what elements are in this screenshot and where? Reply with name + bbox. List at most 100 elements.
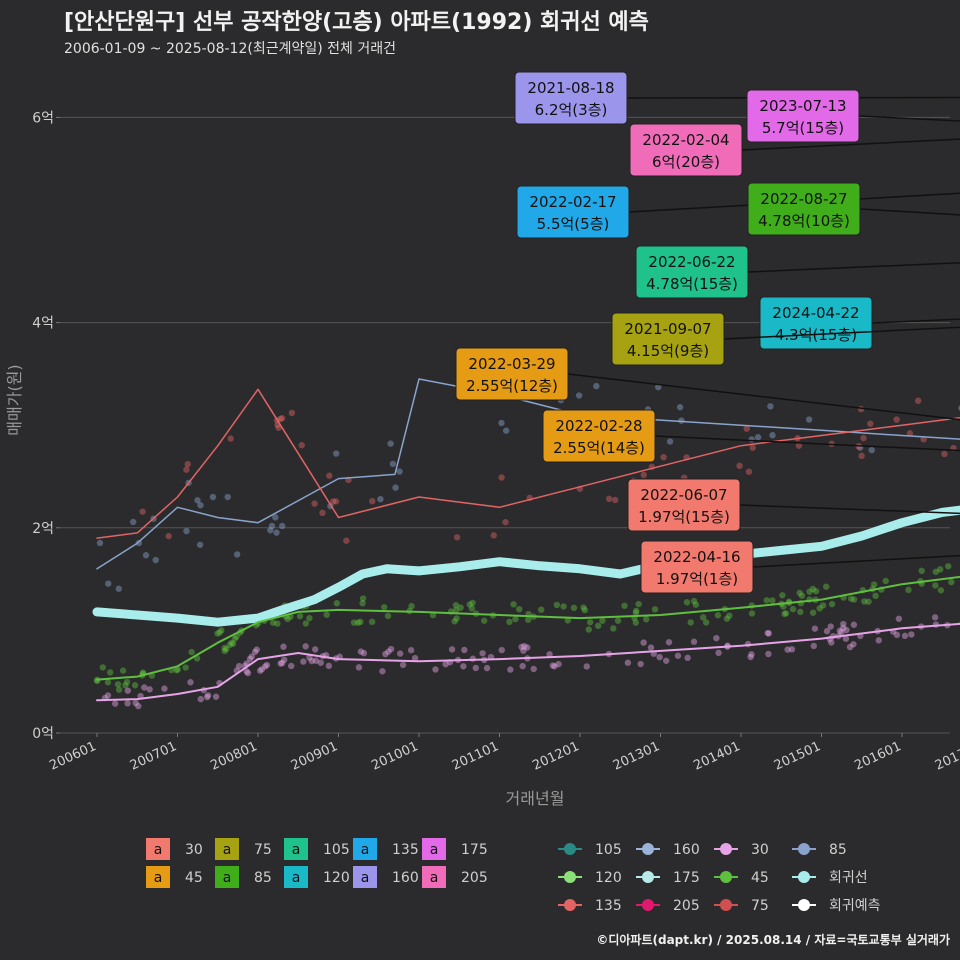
- scatter-point: [248, 653, 255, 660]
- scatter-point: [214, 630, 221, 637]
- scatter-point: [632, 619, 640, 626]
- scatter-point: [282, 613, 289, 620]
- scatter-point: [857, 632, 864, 640]
- scatter-point: [564, 617, 572, 624]
- scatter-point: [651, 606, 659, 613]
- legend-right-label: 205: [673, 898, 700, 914]
- legend-right-dot: [720, 843, 732, 855]
- scatter-point: [546, 651, 553, 658]
- scatter-point: [748, 436, 755, 443]
- scatter-point: [610, 625, 617, 632]
- scatter-point: [302, 620, 310, 627]
- annotation-price: 1.97억(15층): [638, 508, 730, 526]
- scatter-point: [809, 609, 817, 616]
- annotation-price: 4.3억(15층): [775, 326, 857, 344]
- scatter-point: [187, 679, 194, 686]
- scatter-point: [631, 429, 638, 436]
- scatter-point: [502, 518, 509, 526]
- scatter-point: [640, 471, 647, 479]
- scatter-point: [665, 639, 673, 646]
- legend-right-dot: [642, 871, 654, 883]
- scatter-point: [869, 585, 876, 593]
- legend-left-label: 120: [323, 870, 350, 886]
- scatter-point: [197, 695, 204, 703]
- scatter-point: [228, 639, 235, 647]
- scatter-point: [811, 625, 819, 632]
- legend-left-key: [284, 838, 308, 860]
- scatter-point: [203, 693, 211, 701]
- scatter-point: [521, 642, 528, 650]
- scatter-point: [453, 534, 461, 541]
- scatter-point: [226, 641, 234, 649]
- scatter-point: [466, 601, 473, 608]
- scatter-point: [782, 610, 790, 617]
- scatter-point: [850, 596, 858, 603]
- scatter-point: [306, 654, 313, 661]
- scatter-point: [369, 497, 376, 505]
- scatter-point: [243, 660, 250, 667]
- scatter-point: [360, 649, 368, 657]
- annotation-leader: [741, 138, 960, 151]
- scatter-point: [747, 653, 754, 661]
- scatter-point: [498, 474, 505, 481]
- scatter-point: [299, 603, 307, 610]
- scatter-point: [454, 656, 462, 664]
- scatter-point: [905, 586, 912, 594]
- scatter-point: [193, 655, 201, 662]
- scatter-point: [396, 650, 404, 657]
- legend-left-glyph: a: [361, 870, 370, 886]
- scatter-point: [875, 637, 882, 644]
- scatter-point: [526, 494, 533, 502]
- legend-left-key: [284, 866, 308, 888]
- scatter-point: [227, 435, 234, 442]
- scatter-point: [389, 460, 397, 468]
- scatter-point: [699, 614, 707, 621]
- scatter-point: [288, 409, 296, 417]
- scatter-point: [856, 444, 864, 451]
- scatter-point: [123, 678, 131, 686]
- scatter-point: [469, 599, 476, 607]
- scatter-point: [432, 666, 439, 673]
- legend-left-label: 85: [254, 870, 272, 886]
- annotation-date: 2024-04-22: [772, 304, 859, 322]
- scatter-point: [781, 610, 788, 618]
- scatter-point: [277, 660, 284, 667]
- y-tick-label: 4억: [32, 316, 54, 332]
- annotation-date: 2021-08-18: [527, 79, 614, 97]
- scatter-point: [468, 605, 476, 612]
- scatter-point: [812, 596, 819, 604]
- scatter-point: [644, 406, 652, 413]
- x-tick-label: 200701: [128, 739, 179, 774]
- scatter-point: [680, 474, 688, 481]
- scatter-point: [861, 598, 868, 605]
- scatter-point: [273, 417, 281, 424]
- scatter-point: [183, 527, 190, 535]
- scatter-point: [724, 643, 731, 650]
- scatter-point: [336, 653, 343, 660]
- y-tick-label: 0억: [32, 726, 54, 742]
- scatter-point: [643, 616, 650, 623]
- legend-right-label: 85: [829, 842, 847, 858]
- scatter-point: [816, 605, 823, 612]
- scatter-point: [292, 603, 299, 611]
- scatter-point: [635, 600, 642, 608]
- scatter-point: [917, 578, 924, 585]
- annotation-box: [747, 182, 861, 236]
- scatter-point: [269, 619, 277, 626]
- scatter-point: [838, 629, 845, 636]
- scatter-point: [918, 567, 925, 575]
- legend-right-dot: [642, 899, 654, 911]
- scatter-point: [594, 622, 602, 629]
- legend-left-label: 205: [461, 870, 488, 886]
- scatter-point: [281, 656, 288, 663]
- scatter-point: [396, 468, 403, 475]
- scatter-point: [387, 645, 395, 653]
- scatter-point: [810, 642, 817, 650]
- scatter-point: [585, 626, 592, 633]
- scatter-point: [908, 631, 915, 638]
- scatter-point: [479, 650, 486, 657]
- scatter-point: [683, 599, 691, 606]
- legend-left-glyph: a: [430, 842, 439, 858]
- scatter-point: [345, 476, 352, 484]
